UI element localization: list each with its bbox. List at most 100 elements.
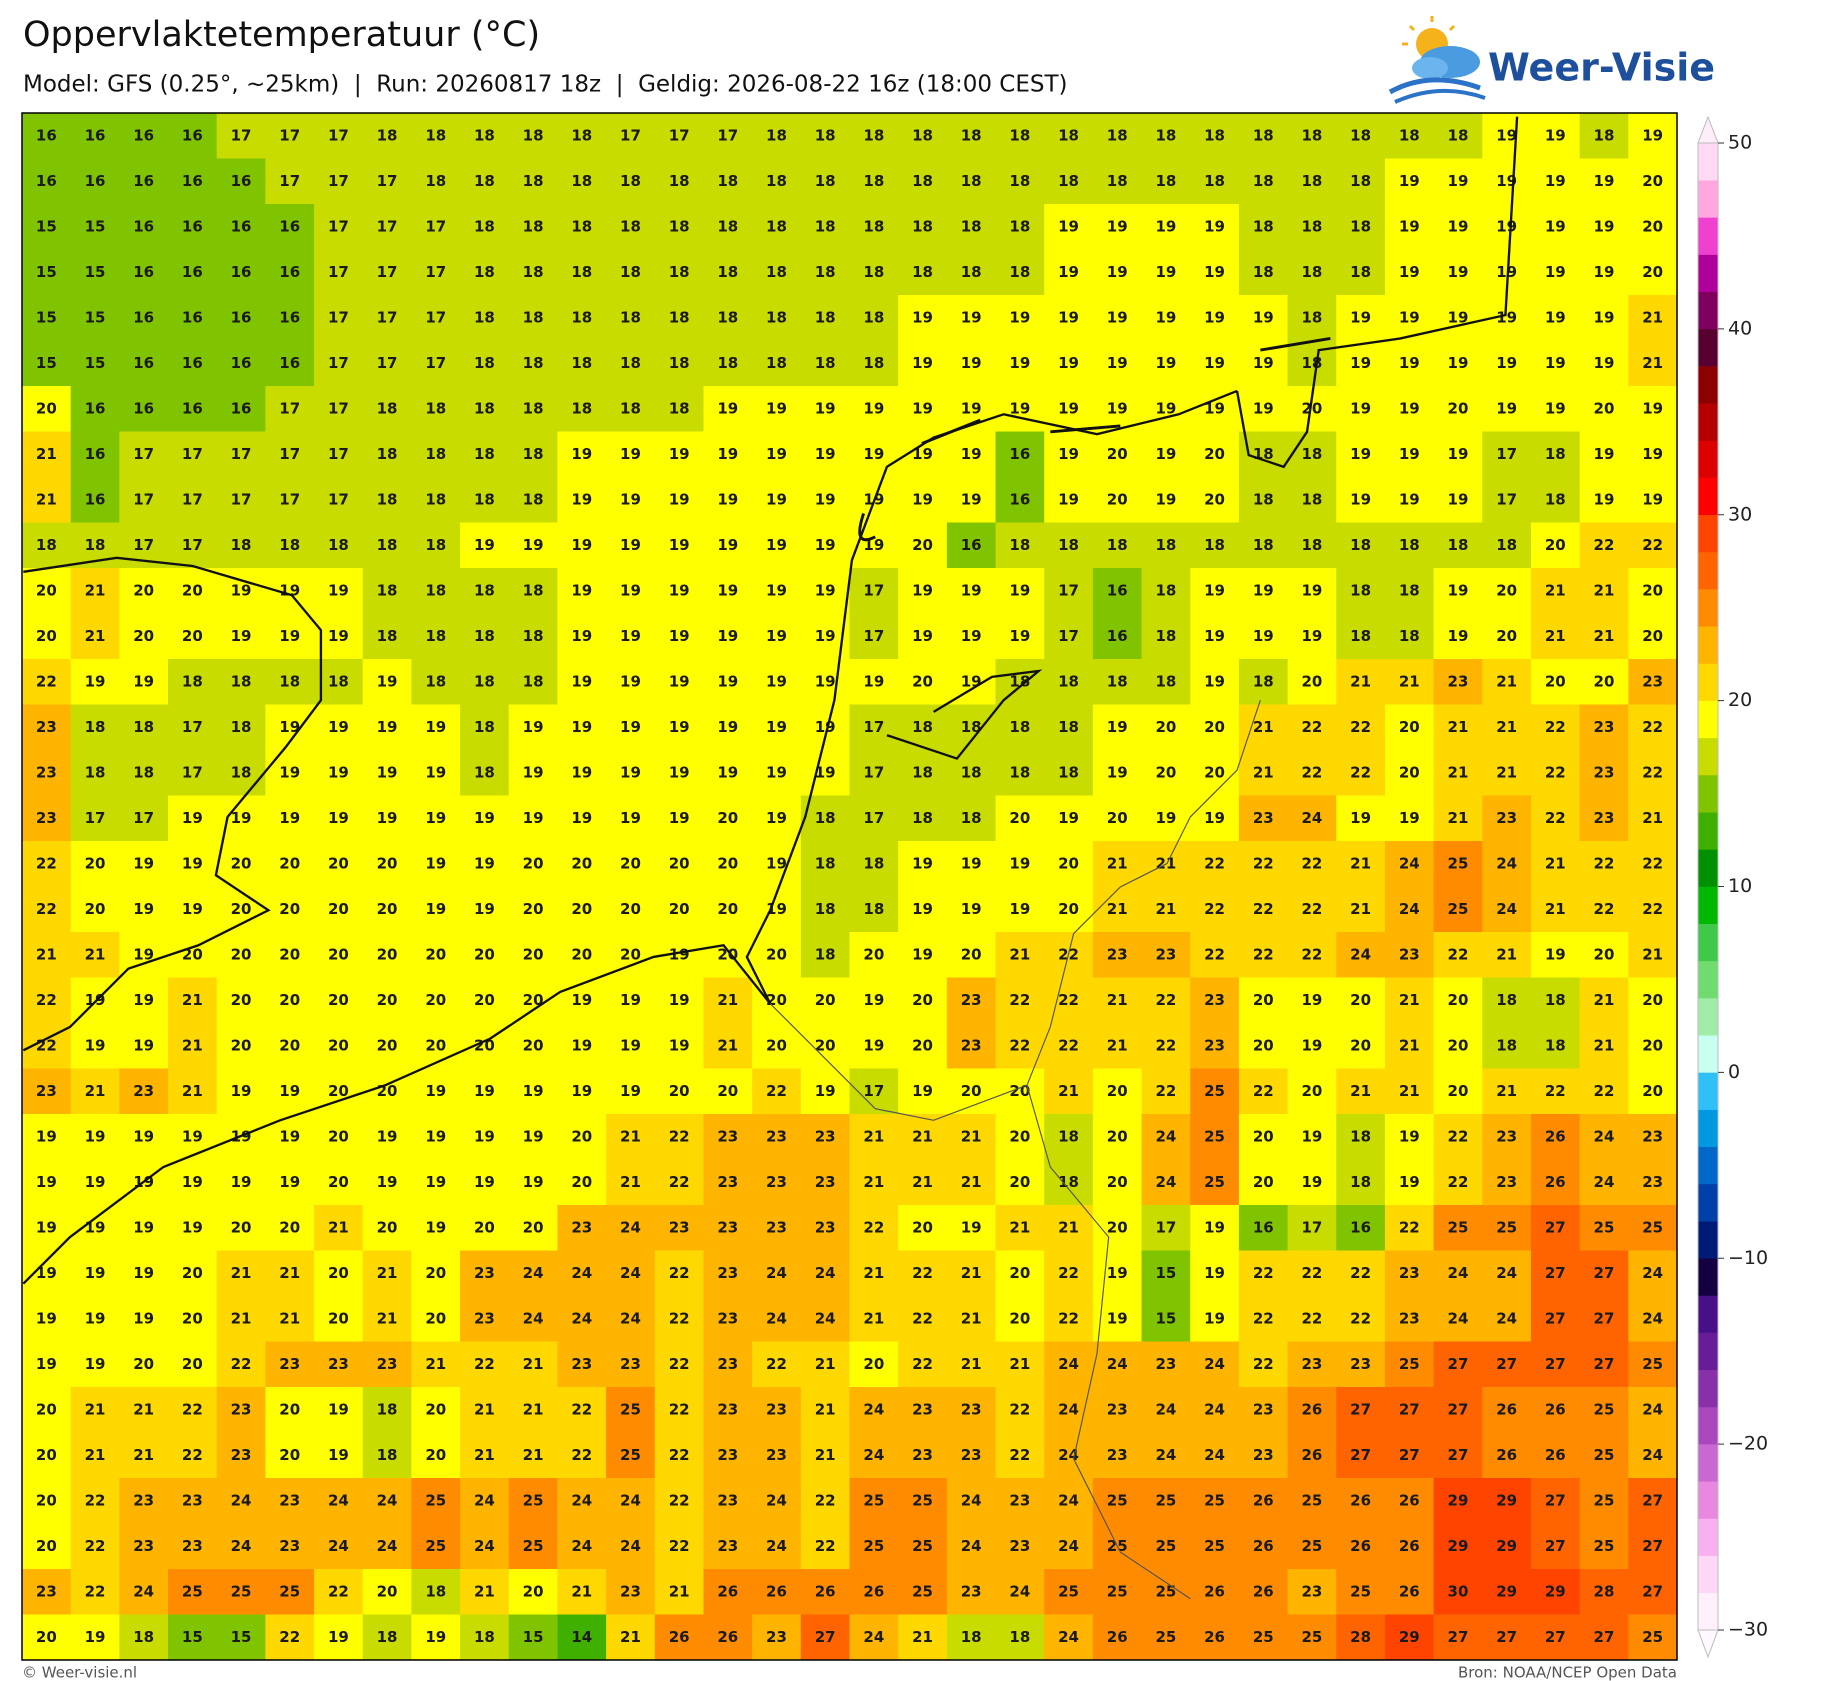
temperature-cell [1384,613,1435,660]
temperature-label: 18 [620,263,641,281]
temperature-cell [1530,1159,1581,1206]
temperature-label: 19 [669,490,690,508]
temperature-label: 18 [815,900,836,918]
temperature-cell [1433,613,1483,660]
temperature-cell [411,568,461,614]
temperature-label: 18 [620,217,641,235]
temperature-cell [1336,977,1386,1024]
temperature-cell [1384,886,1435,933]
temperature-cell [1579,158,1629,205]
temperature-cell [1044,659,1094,705]
temperature-label: 18 [1204,172,1225,190]
temperature-cell [946,1205,997,1251]
temperature-label: 18 [279,672,300,690]
temperature-cell [703,1296,753,1342]
temperature-cell [849,295,899,341]
temperature-label: 19 [328,581,349,599]
temperature-label: 26 [1399,1582,1420,1600]
colorbar-tick-label: −10 [1728,1247,1768,1269]
temperature-cell [508,295,558,341]
temperature-label: 19 [571,1082,592,1100]
temperature-label: 20 [1204,718,1225,736]
temperature-cell [995,295,1045,341]
temperature-cell [1336,841,1386,887]
temperature-label: 22 [1642,536,1663,554]
temperature-cell [557,659,607,705]
temperature-cell [314,704,364,751]
temperature-label: 20 [1448,1036,1469,1054]
temperature-label: 18 [377,1400,398,1418]
temperature-label: 18 [1107,536,1128,554]
temperature-cell [168,522,218,569]
temperature-cell [460,932,510,978]
temperature-label: 18 [279,536,300,554]
temperature-label: 20 [377,991,398,1009]
temperature-label: 18 [1058,172,1079,190]
temperature-label: 19 [1448,172,1469,190]
temperature-cell [1482,340,1532,387]
temperature-cell [1530,1114,1581,1160]
temperature-cell [1190,932,1240,978]
temperature-cell [800,704,850,751]
temperature-label: 18 [1155,536,1176,554]
temperature-label: 21 [231,1309,252,1327]
temperature-cell [1044,1068,1094,1115]
temperature-label: 19 [1058,263,1079,281]
temperature-label: 23 [1301,1355,1322,1373]
temperature-cell [22,1114,72,1160]
temperature-cell [800,1296,850,1342]
temperature-cell [168,841,218,887]
temperature-label: 19 [1448,445,1469,463]
temperature-label: 21 [425,1355,446,1373]
temperature-cell [898,613,948,660]
temperature-cell [1141,1205,1191,1251]
temperature-label: 19 [1155,217,1176,235]
temperature-label: 18 [1594,126,1615,144]
temperature-label: 18 [474,1628,495,1646]
temperature-cell [1482,750,1532,796]
temperature-label: 20 [1155,763,1176,781]
temperature-cell [898,386,948,432]
temperature-label: 22 [766,1355,787,1373]
temperature-label: 24 [523,1264,544,1282]
temperature-label: 20 [717,809,738,827]
temperature-cell [1044,295,1094,341]
temperature-label: 25 [1253,1628,1274,1646]
temperature-label: 22 [36,900,57,918]
temperature-label: 27 [1545,1355,1566,1373]
temperature-label: 23 [669,1218,690,1236]
temperature-label: 18 [1301,217,1322,235]
temperature-label: 21 [961,1173,982,1191]
temperature-label: 17 [279,490,300,508]
temperature-cell [362,1159,412,1206]
colorbar-tick-label: 30 [1728,503,1752,525]
temperature-label: 19 [1253,308,1274,326]
temperature-cell [1579,886,1629,933]
temperature-label: 17 [377,217,398,235]
temperature-label: 18 [1204,126,1225,144]
temperature-cell [168,1250,218,1297]
temperature-cell [703,568,753,614]
temperature-label: 16 [85,399,106,417]
footer-right: Bron: NOAA/NCEP Open Data [1458,1664,1677,1681]
temperature-label: 25 [620,1400,641,1418]
temperature-label: 19 [1009,854,1030,872]
colorbar-tick-label: 20 [1728,689,1752,711]
temperature-cell [1044,1114,1094,1160]
temperature-cell [1579,204,1629,250]
temperature-label: 19 [36,1355,57,1373]
temperature-label: 16 [133,217,154,235]
temperature-label: 19 [912,399,933,417]
temperature-cell [22,613,72,660]
temperature-label: 20 [912,672,933,690]
temperature-cell [1579,568,1629,614]
temperature-label: 23 [182,1491,203,1509]
temperature-label: 18 [523,217,544,235]
temperature-label: 19 [1155,263,1176,281]
temperature-cell [654,386,704,432]
temperature-label: 19 [1107,718,1128,736]
temperature-label: 21 [912,1173,933,1191]
temperature-cell [1238,249,1289,296]
temperature-label: 20 [36,627,57,645]
temperature-label: 18 [1350,1127,1371,1145]
